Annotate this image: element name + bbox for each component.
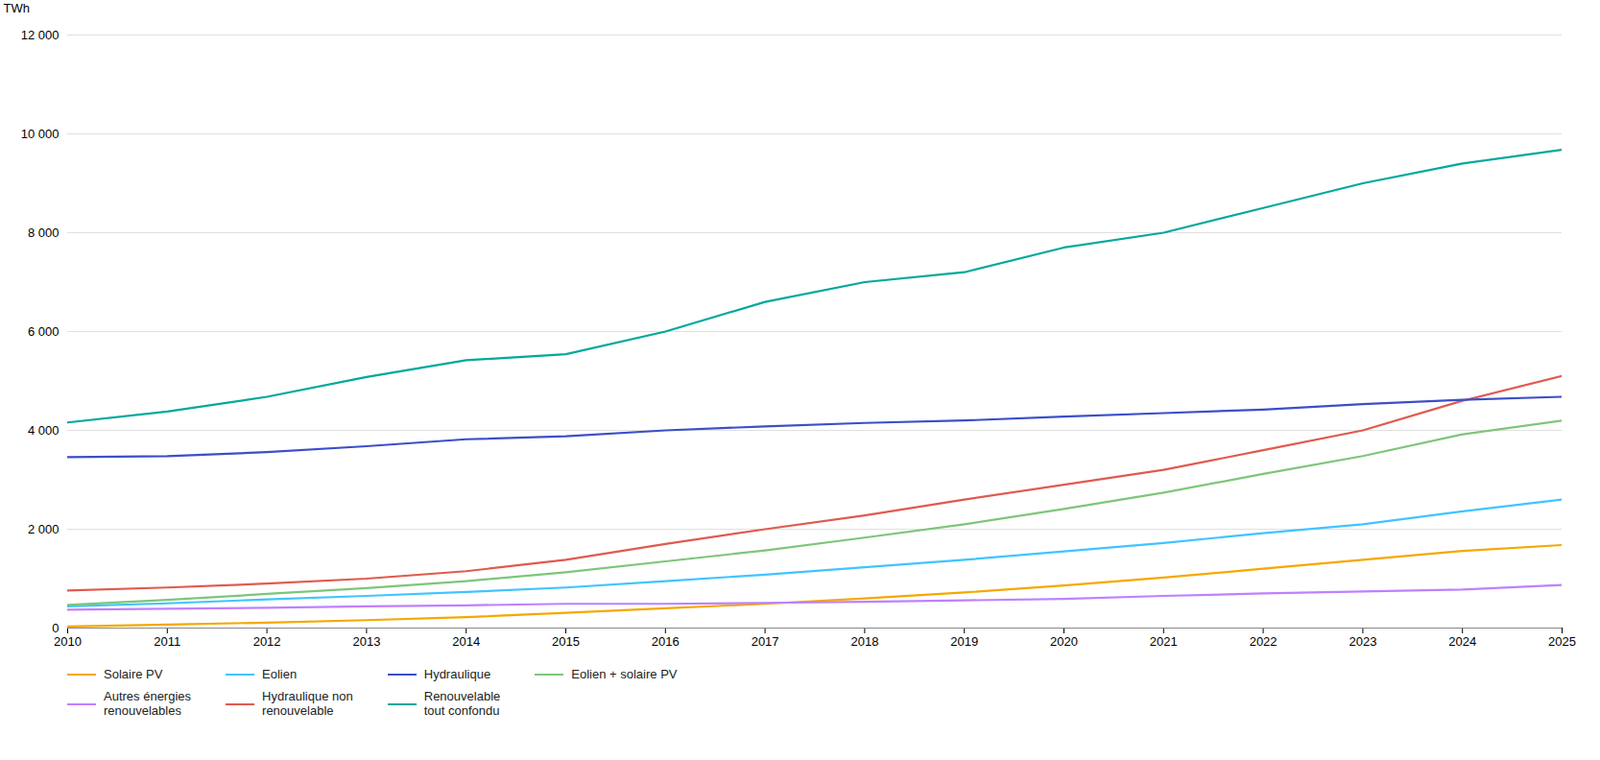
html-text:Eolien + solaire PV: Eolien + solaire PV — [571, 667, 678, 682]
html-text:Hydraulique: Hydraulique — [424, 667, 491, 682]
html-text:Autres énergies renouvelables: Autres énergies renouvelables — [103, 689, 192, 718]
svg-text:2012: 2012 — [253, 634, 282, 649]
svg-text:0: 0 — [51, 620, 59, 636]
svg-text:2016: 2016 — [651, 634, 680, 649]
svg-text:2021: 2021 — [1149, 634, 1178, 649]
svg-text:2020: 2020 — [1050, 634, 1078, 649]
svg-text:8 000: 8 000 — [27, 225, 60, 240]
svg-text:10 000: 10 000 — [21, 126, 60, 142]
svg-text:2018: 2018 — [850, 634, 879, 649]
html-text:Renouvelable tout confondu: Renouvelable tout confondu — [424, 689, 501, 718]
html-text:Hydraulique non renouvelable: Hydraulique non renouvelable — [262, 689, 354, 718]
svg-text:TWh: TWh — [3, 0, 30, 16]
svg-text:2013: 2013 — [352, 634, 381, 649]
svg-text:2025: 2025 — [1548, 634, 1577, 649]
html-text:Solaire PV: Solaire PV — [103, 667, 163, 682]
svg-text:2023: 2023 — [1348, 634, 1377, 649]
svg-text:4 000: 4 000 — [27, 423, 60, 438]
svg-text:2024: 2024 — [1448, 634, 1477, 649]
svg-text:2010: 2010 — [53, 634, 82, 649]
svg-text:2022: 2022 — [1249, 634, 1278, 649]
svg-text:6 000: 6 000 — [27, 324, 60, 339]
svg-text:2015: 2015 — [551, 634, 580, 649]
html-text:Eolien: Eolien — [262, 667, 297, 682]
svg-text:12 000: 12 000 — [21, 27, 60, 43]
svg-text:2019: 2019 — [950, 634, 979, 649]
svg-text:2014: 2014 — [452, 634, 480, 649]
svg-text:2 000: 2 000 — [27, 522, 60, 537]
svg-text:2011: 2011 — [153, 634, 181, 649]
svg-text:2017: 2017 — [751, 634, 780, 649]
